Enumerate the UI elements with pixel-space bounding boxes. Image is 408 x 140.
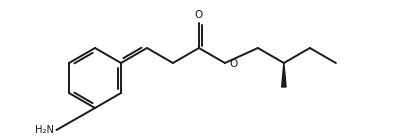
- Polygon shape: [282, 63, 286, 87]
- Text: H₂N: H₂N: [35, 125, 55, 135]
- Text: O: O: [195, 10, 203, 20]
- Text: O: O: [229, 59, 237, 69]
